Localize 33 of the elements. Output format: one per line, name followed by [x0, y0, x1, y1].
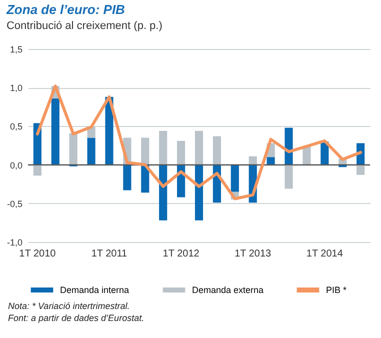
bar — [194, 130, 204, 165]
y-tick-label: 1,5 — [10, 44, 22, 54]
x-tick-label: 1T 2011 — [91, 248, 128, 260]
bar — [284, 164, 293, 189]
y-tick-label: 1,0 — [10, 83, 22, 94]
bar — [230, 164, 239, 192]
y-tick-label: -1,0 — [6, 238, 22, 248]
x-tick-label: 1T 2014 — [306, 248, 344, 260]
bar — [159, 130, 168, 165]
bar — [177, 140, 186, 165]
legend-label: PIB * — [326, 285, 348, 295]
text: Font: a partir de dades d’Eurostat. — [8, 312, 146, 324]
x-tick-label: 1T 2013 — [234, 248, 272, 260]
bar — [69, 133, 78, 165]
line-series — [36, 84, 362, 200]
bar — [212, 136, 221, 165]
bar — [356, 164, 365, 175]
legend-label: Demanda interna — [60, 285, 130, 295]
y-tick-label: -0,5 — [6, 198, 22, 209]
x-tick-label: 1T 2012 — [162, 248, 200, 260]
chart-subtitle: Contribució al creixement (p. p.) — [6, 20, 162, 32]
chart-title: Zona de l’euro: PIB — [5, 2, 125, 17]
y-tick-label: 0,5 — [10, 122, 22, 132]
bar — [87, 138, 96, 165]
bar — [33, 164, 42, 176]
x-tick-label: 1T 2010 — [19, 248, 56, 260]
bar — [141, 138, 150, 165]
legend-label: Demanda externa — [192, 285, 264, 295]
bar — [51, 98, 60, 165]
bar — [194, 164, 204, 220]
text: Nota: * Variació intertrimestral. — [8, 300, 131, 312]
y-tick-label: 0,0 — [10, 160, 22, 170]
bar — [123, 164, 132, 190]
